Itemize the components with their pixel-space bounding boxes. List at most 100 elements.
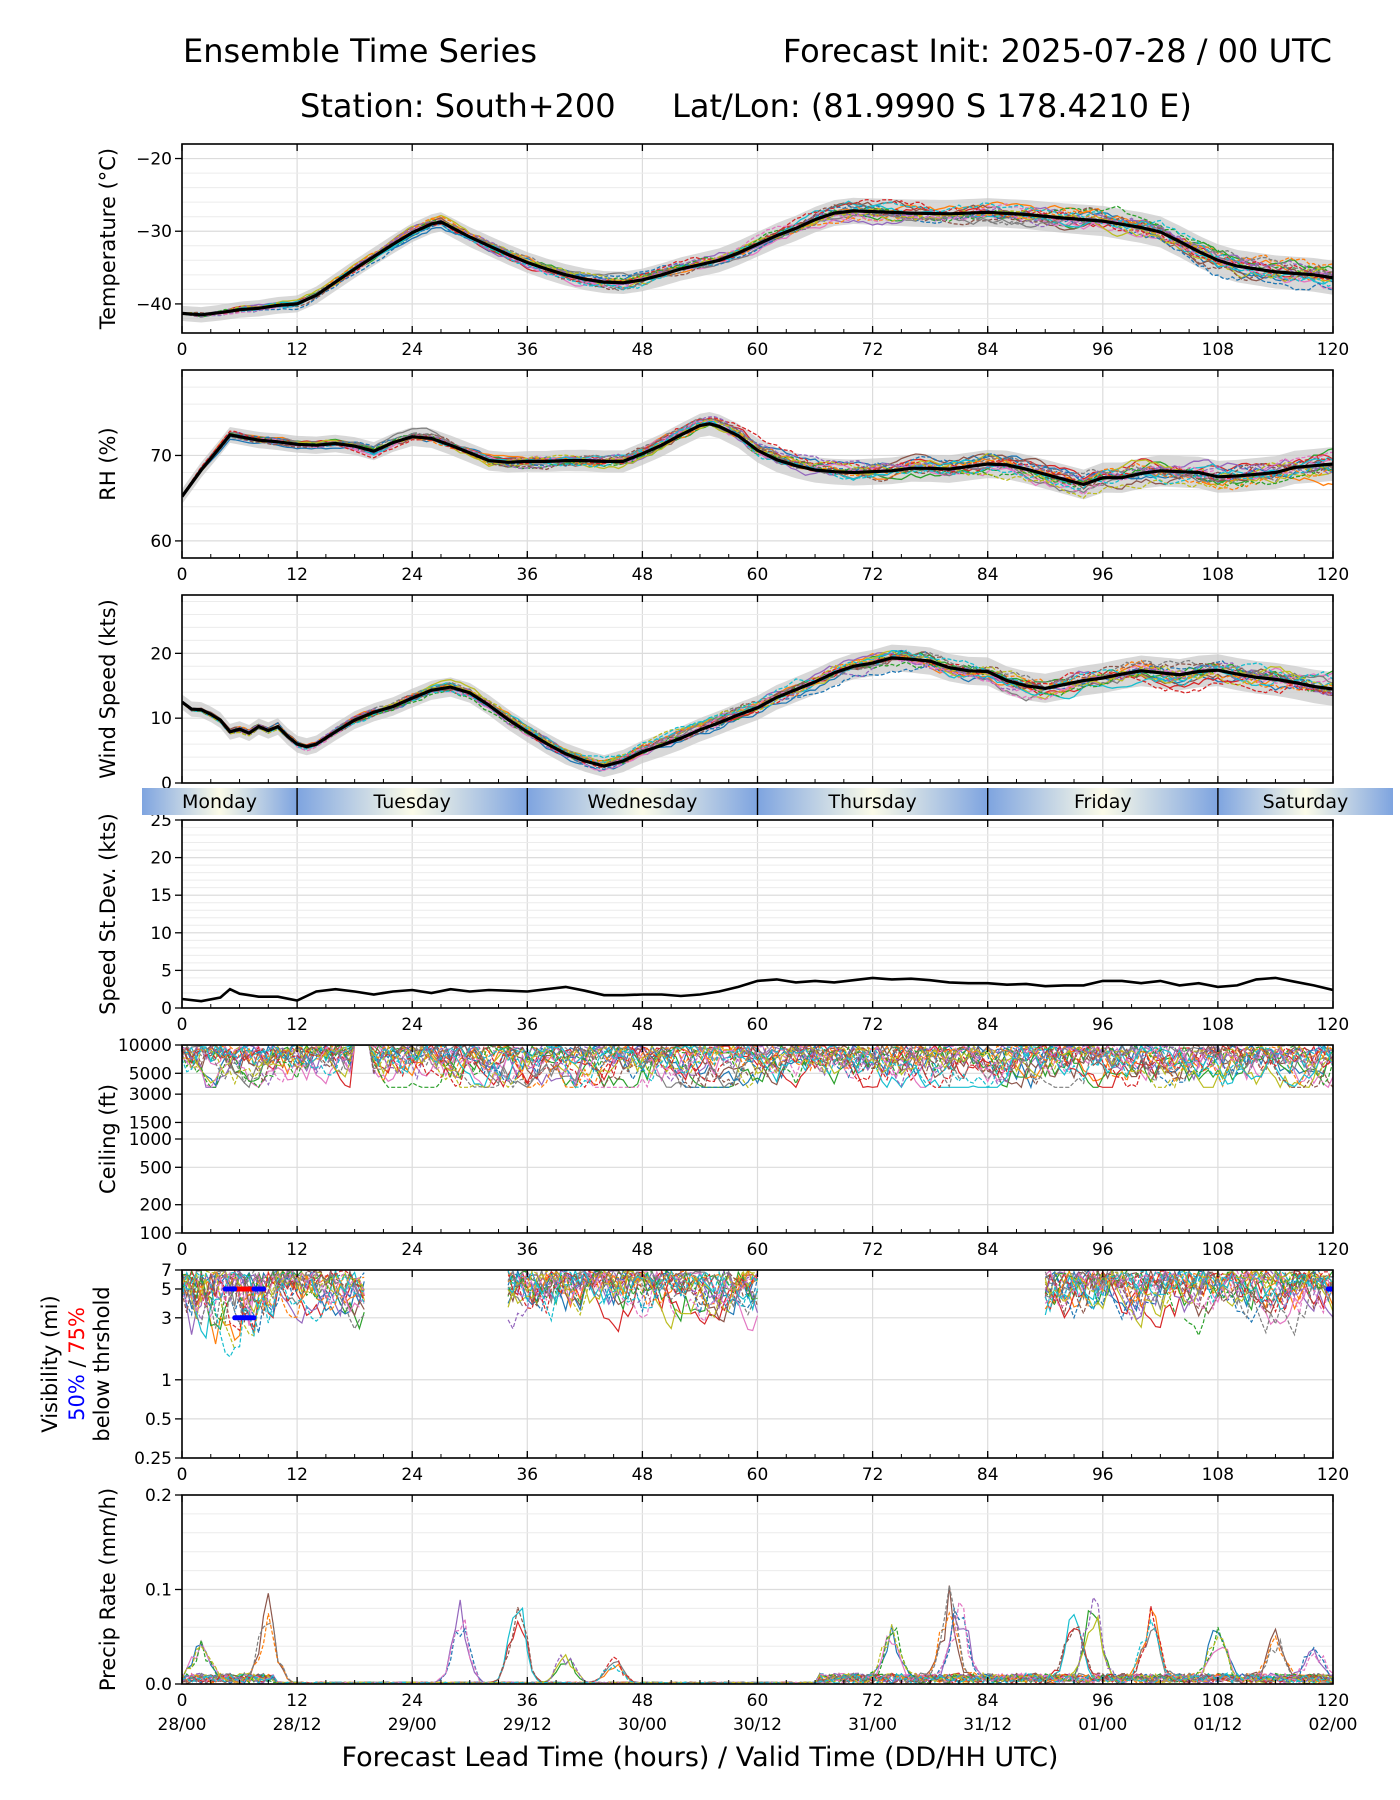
x-tick-label: 84 [977, 565, 999, 585]
x-tick-label: 96 [1092, 1015, 1114, 1035]
x-tick-label: 72 [862, 1240, 884, 1260]
x-tick-label: 108 [1202, 1015, 1234, 1035]
x-tick-label: 48 [632, 565, 654, 585]
ensemble-member-line [182, 417, 1333, 497]
x-tick-label: 84 [977, 340, 999, 360]
x-tick-label: 72 [862, 565, 884, 585]
y-tick-label: 3 [161, 1309, 172, 1329]
x-tick-label: 0 [177, 340, 188, 360]
panel-speed_stdev: 0 12 24 36 48 60 72 84 96 108 120 0 5 10 15 20 25 Speed S… [96, 811, 1349, 1035]
y-tick-label: 1500 [129, 1113, 172, 1133]
ensemble-member-line [182, 1045, 1333, 1089]
x-time-label: 28/00 [158, 1715, 207, 1735]
speed_stdev-y-axis-title: Speed St.Dev. (kts) [96, 813, 120, 1015]
x-tick-label: 12 [286, 565, 308, 585]
x-time-label: 01/00 [1078, 1715, 1127, 1735]
panel-visibility: 0 12 24 36 48 60 72 84 96 108 120 0.25 0.5 1 3 57 Visibi… [38, 1261, 1349, 1485]
wind_speed-grid [181, 595, 1334, 784]
visibility-x-axis: 0 12 24 36 48 60 72 84 96 108 120 [177, 1270, 1349, 1485]
x-tick-label: 72 [862, 340, 884, 360]
wind_speed-y-axis: 0 10 20 [150, 644, 182, 794]
threshold-separator: / [65, 1354, 89, 1374]
x-tick-label: 48 [632, 1465, 654, 1485]
y-tick-label: 1000 [129, 1130, 172, 1150]
x-tick-label: 60 [747, 1691, 769, 1711]
x-tick-label: 84 [977, 1691, 999, 1711]
x-tick-label: 108 [1202, 565, 1234, 585]
panel-rh: 0 12 24 36 48 60 72 84 96 108 120 60 70 RH (%) [96, 369, 1349, 585]
x-tick-label: 60 [747, 1240, 769, 1260]
ensemble-member-line [182, 1045, 1333, 1089]
rh-x-axis: 0 12 24 36 48 60 72 84 96 108 120 [177, 370, 1349, 585]
station-title: Station: South+200 [300, 87, 616, 125]
temperature-x-axis: 0 12 24 36 48 60 72 84 96 108 120 [177, 144, 1349, 360]
wind_speed-mean-line [182, 656, 1333, 768]
ensemble-member-line [182, 207, 1333, 316]
y-tick-label: 20 [150, 644, 172, 664]
temperature-spread-band [182, 197, 1333, 323]
ensemble-member-line [182, 417, 1333, 497]
x-tick-label: 36 [516, 1465, 538, 1485]
x-tick-label: 60 [747, 1465, 769, 1485]
x-tick-label: 36 [516, 340, 538, 360]
temperature-y-axis: −40 −30 −20 [136, 150, 182, 315]
x-tick-label: 12 [286, 1465, 308, 1485]
rh-plot [182, 412, 1333, 504]
visibility-y-axis-title: Visibility (mi) [38, 1295, 62, 1432]
wind_speed-spread-band [182, 644, 1333, 778]
y-tick-label: −20 [136, 150, 172, 170]
x-tick-label: 12 [286, 1015, 308, 1035]
x-tick-label: 120 [1317, 565, 1349, 585]
x-tick-label: 36 [516, 1240, 538, 1260]
x-tick-label: 72 [862, 1015, 884, 1035]
ensemble-member-line [182, 649, 1333, 759]
day-label: Monday [182, 791, 257, 813]
x-tick-label: 24 [401, 1015, 423, 1035]
x-tick-label: 0 [177, 565, 188, 585]
x-time-label: 29/12 [503, 1715, 552, 1735]
y-tick-label: 5 [161, 961, 172, 981]
ensemble-member-line [182, 1270, 1333, 1323]
x-tick-label: 120 [1317, 340, 1349, 360]
y-tick-label: 10 [150, 924, 172, 944]
panel-wind_speed: 0122436486072849610812001020Wind Speed (… [96, 594, 1349, 810]
x-tick-label: 108 [1202, 340, 1234, 360]
temperature-mean-line [182, 209, 1333, 317]
ensemble-member-line [182, 650, 1333, 767]
x-tick-label: 84 [977, 1015, 999, 1035]
y-tick-label: 100 [140, 1224, 172, 1244]
x-tick-label: 0 [177, 1015, 188, 1035]
visibility-plot [182, 1270, 1333, 1358]
x-tick-label: 96 [1092, 1240, 1114, 1260]
ensemble-member-line [182, 1270, 1333, 1337]
temperature-plot [182, 197, 1333, 323]
temperature-y-axis-title: Temperature (°C) [96, 148, 120, 330]
precip-x-axis: 0 28/00 12 28/12 24 29/00 36 29/12 48 30/00 60 30/1… [158, 1495, 1358, 1735]
day-label: Thursday [827, 791, 916, 813]
y-tick-label: 10 [150, 709, 172, 729]
x-time-label: 28/12 [273, 1715, 322, 1735]
y-tick-label: 70 [150, 446, 172, 466]
x-tick-label: 48 [632, 340, 654, 360]
y-tick-label: 0 [161, 774, 172, 794]
panel-precip: 0 28/00 12 28/12 24 29/00 36 29/12 48 30/00 60 30/1… [96, 1486, 1358, 1735]
y-tick-label: 5000 [129, 1064, 172, 1084]
y-tick-label: 1 [161, 1371, 172, 1391]
day-label: Saturday [1263, 791, 1349, 813]
ensemble-member-line [182, 1270, 1333, 1319]
precip-y-axis-title: Precip Rate (mm/h) [96, 1488, 120, 1691]
forecast-init-title: Forecast Init: 2025-07-28 / 00 UTC [782, 32, 1332, 70]
panel-temperature: 0 12 24 36 48 60 72 84 96 108 120 −40 −30 −20 Temperat… [96, 143, 1349, 360]
x-tick-label: 60 [747, 565, 769, 585]
y-tick-label: 0.2 [145, 1486, 172, 1506]
x-tick-label: 120 [1317, 1015, 1349, 1035]
latlon-title: Lat/Lon: (81.9990 S 178.4210 E) [672, 87, 1192, 125]
day-cell [297, 788, 528, 815]
speed_stdev-plot [182, 976, 1333, 1003]
visibility-y-axis: 0.25 0.5 1 3 57 [134, 1261, 182, 1469]
threshold-caption: below thrshold [90, 1286, 114, 1441]
x-tick-label: 120 [1317, 1691, 1349, 1711]
wind_speed-plot [182, 644, 1333, 778]
day-cell [527, 788, 758, 815]
